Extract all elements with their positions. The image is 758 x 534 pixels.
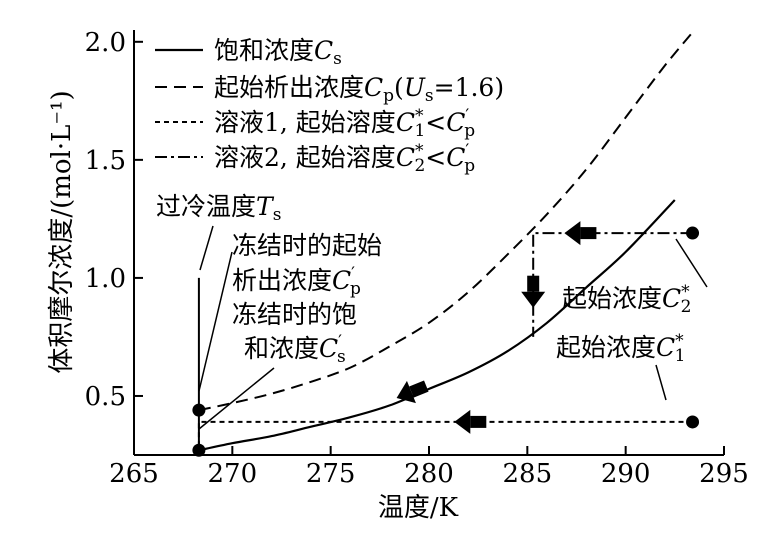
y-tick-label: 1.5 [85,146,126,176]
x-axis-label: 温度/K [378,493,459,523]
data-point-marker [686,415,700,429]
y-ticks: 0.5 1.0 1.5 2.0 [85,28,143,412]
frozen-precip-label-line1: 冻结时的起始 [232,231,382,260]
undercooling-pointer [199,225,214,271]
y-axis-label: 体积摩尔浓度/(mol·L⁻¹) [47,90,77,373]
legend-item-solution1: 溶液1, 起始溶度C* 1<C′ p [155,106,475,141]
frozen-sat-label-line2: 和浓度C′ s [244,332,346,367]
y-tick-label: 0.5 [85,382,126,412]
frozen-sat-pointer [198,367,275,430]
x-tick-label: 280 [404,459,454,489]
x-tick-label: 285 [503,459,553,489]
legend-item-solution2: 溶液2, 起始溶度C* 2<C′ p [155,141,475,176]
data-point-marker [192,403,206,417]
x-tick-label: 275 [306,459,356,489]
start-conc-2-label: 起始浓度C* 2 [562,282,691,317]
x-tick-label: 295 [699,459,749,489]
x-tick-label: 270 [208,459,258,489]
legend-label: 饱和浓度Cs [214,36,342,69]
data-point-marker [686,226,700,240]
start-conc-2-pointer [675,238,708,288]
annotations: 过冷温度Ts 冻结时的起始 析出浓度C′ p 冻结时的饱 和浓度C′ s 起始浓度C… [156,192,708,430]
legend: 饱和浓度Cs 起始析出浓度Cp(Us=1.6) 溶液1, 起始溶度C* 1<C′ p… [155,36,504,176]
legend-label: 起始析出浓度Cp(Us=1.6) [214,73,504,106]
y-tick-label: 2.0 [85,28,126,58]
legend-item-precipitation: 起始析出浓度Cp(Us=1.6) [155,73,504,106]
x-tick-label: 290 [601,459,651,489]
y-tick-label: 1.0 [85,264,126,294]
flow-arrow-icon [564,221,597,246]
flow-arrow-icon [454,409,487,434]
x-tick-label: 265 [109,459,159,489]
saturation-curve [198,199,676,452]
undercooling-label: 过冷温度Ts [156,192,281,225]
legend-item-saturation: 饱和浓度Cs [155,36,342,69]
legend-label: 溶液1, 起始溶度C* 1<C′ p [214,106,475,141]
precipitation-curve [198,30,696,412]
flow-arrows [396,221,597,434]
solution2-path [532,232,693,337]
flow-arrow-icon [396,380,429,404]
frozen-precip-label-line2: 析出浓度C′ p [232,264,361,299]
start-conc-1-pointer [655,364,667,401]
frozen-precip-pointer [198,251,233,392]
flow-arrow-icon [521,275,546,308]
solution1-path [197,420,693,451]
legend-label: 溶液2, 起始溶度C* 2<C′ p [214,141,475,176]
x-ticks: 265 270 275 280 285 290 295 [109,446,749,489]
frozen-sat-label-line1: 冻结时的饱 [232,300,357,329]
start-conc-1-label: 起始浓度C* 1 [556,331,685,366]
data-points [192,226,700,457]
data-point-marker [192,443,206,457]
